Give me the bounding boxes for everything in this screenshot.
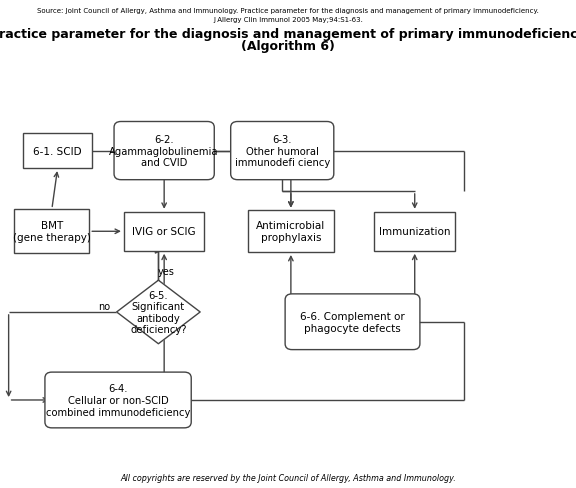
Text: 6-4.
Cellular or non-SCID
combined immunodeficiency: 6-4. Cellular or non-SCID combined immun… xyxy=(46,384,190,417)
FancyBboxPatch shape xyxy=(114,122,214,181)
Text: IVIG or SCIG: IVIG or SCIG xyxy=(132,227,196,237)
FancyBboxPatch shape xyxy=(230,122,334,181)
FancyBboxPatch shape xyxy=(23,134,92,169)
Text: 6-3.
Other humoral
immunodefi ciency: 6-3. Other humoral immunodefi ciency xyxy=(234,135,330,168)
Text: no: no xyxy=(98,302,110,311)
FancyBboxPatch shape xyxy=(14,210,89,254)
Text: yes: yes xyxy=(157,267,175,277)
Text: Immunization: Immunization xyxy=(379,227,450,237)
Text: BMT
(gene therapy): BMT (gene therapy) xyxy=(13,221,91,243)
Text: (Algorithm 6): (Algorithm 6) xyxy=(241,40,335,53)
Text: J Allergy Clin Immunol 2005 May;94:S1-63.: J Allergy Clin Immunol 2005 May;94:S1-63… xyxy=(213,17,363,22)
Text: 6-5.
Significant
antibody
deficiency?: 6-5. Significant antibody deficiency? xyxy=(130,290,187,335)
Text: 6-2.
Agammaglobulinemia
and CVID: 6-2. Agammaglobulinemia and CVID xyxy=(109,135,219,168)
Text: Source: Joint Council of Allergy, Asthma and Immunology. Practice parameter for : Source: Joint Council of Allergy, Asthma… xyxy=(37,8,539,14)
FancyBboxPatch shape xyxy=(248,211,334,253)
FancyBboxPatch shape xyxy=(374,212,455,251)
FancyBboxPatch shape xyxy=(285,294,420,350)
Polygon shape xyxy=(116,281,200,344)
Text: All copyrights are reserved by the Joint Council of Allergy, Asthma and Immunolo: All copyrights are reserved by the Joint… xyxy=(120,473,456,482)
FancyBboxPatch shape xyxy=(45,372,191,428)
Text: Practice parameter for the diagnosis and management of primary immunodeficiency: Practice parameter for the diagnosis and… xyxy=(0,28,576,41)
FancyBboxPatch shape xyxy=(124,212,204,251)
Text: 6-6. Complement or
phagocyte defects: 6-6. Complement or phagocyte defects xyxy=(300,311,405,333)
Text: Antimicrobial
prophylaxis: Antimicrobial prophylaxis xyxy=(256,221,325,243)
Text: 6-1. SCID: 6-1. SCID xyxy=(33,146,82,156)
